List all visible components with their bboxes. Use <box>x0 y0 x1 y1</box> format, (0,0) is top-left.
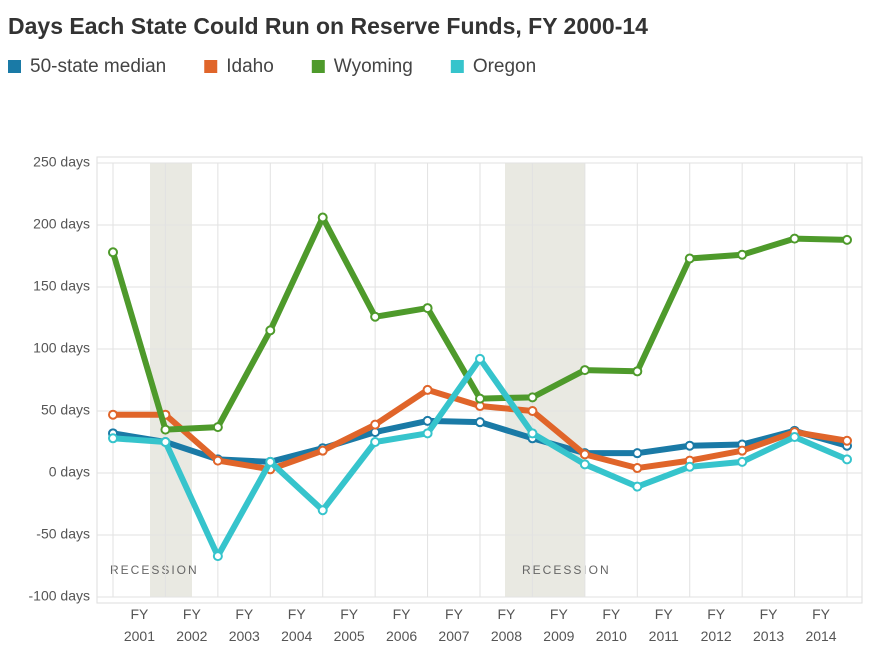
legend-label: Idaho <box>226 56 274 77</box>
x-tick-label: FY 2003 <box>228 606 260 644</box>
point <box>632 481 643 492</box>
point <box>579 459 590 470</box>
annotation: RECESSION <box>110 563 199 577</box>
x-tick-label: FY 2013 <box>753 606 785 644</box>
point <box>212 455 223 466</box>
y-tick-label: 100 days <box>33 340 90 356</box>
point <box>317 445 328 456</box>
point <box>789 432 800 443</box>
y-tick-label: 200 days <box>33 216 90 232</box>
x-tick-label: FY 2006 <box>386 606 418 644</box>
plot-area <box>96 156 863 604</box>
point <box>632 366 643 377</box>
point <box>737 456 748 467</box>
point <box>475 353 486 364</box>
point <box>527 406 538 416</box>
y-tick-label: -100 days <box>29 588 90 604</box>
legend-label: 50-state median <box>30 56 166 77</box>
point <box>579 449 590 460</box>
point <box>265 325 276 336</box>
legend-swatch <box>311 60 325 73</box>
y-tick-label: -50 days <box>36 526 90 542</box>
annotation: RECESSION <box>522 563 611 577</box>
y-tick-label: 250 days <box>33 154 90 170</box>
point <box>370 419 381 430</box>
point <box>789 233 800 244</box>
point <box>108 409 118 420</box>
recession-band <box>150 163 192 597</box>
x-tick-label: FY 2009 <box>543 606 575 644</box>
point <box>684 461 695 472</box>
x-tick-label: FY 2007 <box>438 606 470 644</box>
chart-title: Days Each State Could Run on Reserve Fun… <box>8 13 648 39</box>
point <box>212 551 223 562</box>
point <box>842 234 853 245</box>
point <box>842 435 853 446</box>
point <box>684 440 695 451</box>
x-tick-label: FY 2010 <box>595 606 627 644</box>
x-tick-label: FY 2008 <box>490 606 523 644</box>
point <box>737 249 748 260</box>
point <box>160 424 171 435</box>
point <box>108 433 118 444</box>
point <box>737 445 748 456</box>
x-tick-label: FY 2005 <box>333 606 365 644</box>
y-tick-label: 0 days <box>49 464 90 480</box>
legend-label: Oregon <box>473 56 536 77</box>
point <box>632 448 643 459</box>
point <box>317 212 328 223</box>
point <box>317 505 328 516</box>
point <box>632 463 643 474</box>
legend-swatch <box>450 60 464 73</box>
x-tick-label: FY 2004 <box>281 606 313 644</box>
point <box>108 247 118 258</box>
x-tick-label: FY 2001 <box>123 606 155 644</box>
point <box>422 428 433 439</box>
y-tick-label: 50 days <box>41 402 90 418</box>
x-tick-label: FY 2014 <box>805 606 837 644</box>
point <box>370 437 381 447</box>
point <box>684 253 695 264</box>
point <box>370 311 381 322</box>
point <box>160 437 171 447</box>
legend-label: Wyoming <box>334 56 413 77</box>
point <box>422 415 433 426</box>
point <box>475 393 486 404</box>
point <box>422 384 433 395</box>
legend-swatch <box>8 60 21 73</box>
point <box>422 303 433 314</box>
x-tick-label: FY 2011 <box>648 606 679 644</box>
y-tick-label: 150 days <box>33 278 90 294</box>
point <box>475 417 486 428</box>
point <box>579 365 590 376</box>
point <box>212 422 223 433</box>
legend-swatch <box>204 60 218 73</box>
x-tick-label: FY 2002 <box>176 606 208 644</box>
point <box>527 392 538 403</box>
point <box>842 454 853 465</box>
point <box>527 428 538 439</box>
x-tick-label: FY 2012 <box>700 606 732 644</box>
point <box>265 456 276 467</box>
recession-band <box>505 163 585 597</box>
